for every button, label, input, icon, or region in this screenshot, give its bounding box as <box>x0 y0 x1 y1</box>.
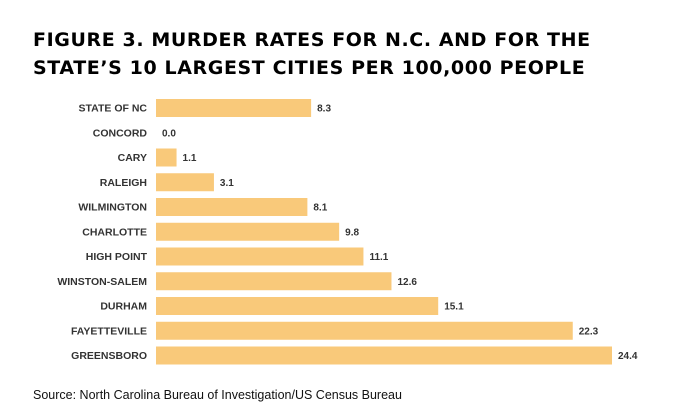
category-label: CHARLOTTE <box>82 226 147 238</box>
bar <box>156 346 612 365</box>
bar <box>156 99 312 117</box>
category-label: GREENSBORO <box>71 350 147 362</box>
bar <box>156 173 214 192</box>
category-label: HIGH POINT <box>86 251 148 263</box>
category-label: FAYETTEVILLE <box>71 325 147 337</box>
category-label: DURHAM <box>100 301 147 313</box>
bar <box>156 297 439 315</box>
bar <box>156 148 177 167</box>
bar <box>156 198 308 216</box>
value-label: 24.4 <box>618 351 638 362</box>
value-label: 0.0 <box>162 128 176 139</box>
value-label: 3.1 <box>220 178 234 189</box>
category-label: STATE OF NC <box>79 103 148 115</box>
chart-title: FIGURE 3. MURDER RATES FOR N.C. AND FOR … <box>33 29 591 79</box>
category-label: RALEIGH <box>100 177 147 189</box>
category-label: WILMINGTON <box>78 202 147 214</box>
bar <box>156 247 364 266</box>
bar <box>156 222 340 241</box>
category-label: CARY <box>118 152 147 164</box>
bar <box>156 321 573 340</box>
source-note: Source: North Carolina Bureau of Investi… <box>33 388 402 402</box>
bar <box>156 272 392 291</box>
value-label: 8.1 <box>313 203 327 214</box>
bars-group: STATE OF NC 8.3 CONCORD 0.0 CARY 1.1 RALEIGH 3.… <box>57 99 638 365</box>
value-label: 11.1 <box>369 252 388 263</box>
value-label: 9.8 <box>345 227 359 238</box>
value-label: 8.3 <box>317 104 331 115</box>
value-label: 1.1 <box>183 153 197 164</box>
value-label: 15.1 <box>444 302 464 313</box>
category-label: CONCORD <box>93 127 148 139</box>
category-label: WINSTON-SALEM <box>57 276 147 288</box>
value-label: 12.6 <box>397 277 417 288</box>
value-label: 22.3 <box>579 326 599 337</box>
